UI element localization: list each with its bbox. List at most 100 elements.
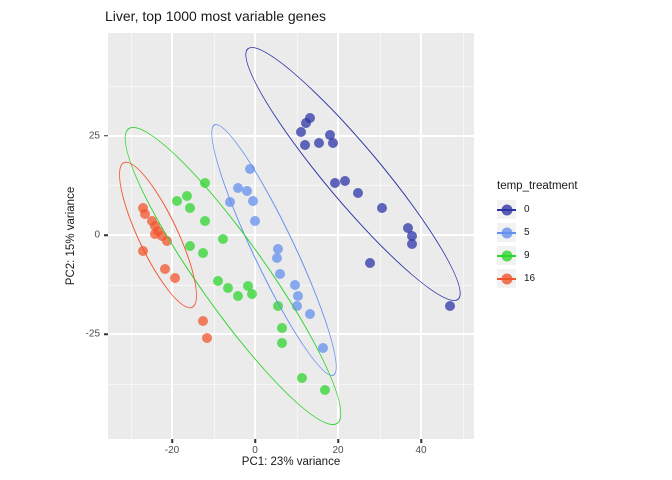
x-tick-label: 40 <box>415 445 427 456</box>
data-point-group-5 <box>273 244 284 255</box>
legend-key-point <box>501 273 512 284</box>
legend-key-swatch <box>497 246 516 265</box>
data-point-group-9 <box>233 291 244 302</box>
legend-key-point <box>501 250 512 261</box>
data-point-group-9 <box>213 276 224 286</box>
data-point-group-5 <box>291 300 302 311</box>
gridline-minor-vertical <box>296 33 298 439</box>
data-point-group-9 <box>171 195 182 206</box>
data-point-group-0 <box>330 178 341 189</box>
data-point-group-16 <box>161 235 172 246</box>
legend-item-9: 9 <box>497 246 578 265</box>
data-point-group-9 <box>200 177 211 188</box>
data-point-group-5 <box>245 163 256 174</box>
data-point-group-0 <box>340 176 351 187</box>
gridline-minor-horizontal <box>108 383 474 385</box>
data-point-group-9 <box>200 216 211 227</box>
data-point-group-9 <box>276 322 287 333</box>
data-point-group-5 <box>289 279 300 290</box>
data-point-group-9 <box>184 241 195 252</box>
y-axis-title: PC2: 15% variance <box>65 186 77 286</box>
x-tick-mark <box>171 439 173 443</box>
data-point-group-9 <box>181 191 192 202</box>
data-point-group-0 <box>328 137 339 148</box>
y-tick-mark <box>104 333 108 335</box>
data-point-group-0 <box>364 258 375 269</box>
data-point-group-0 <box>313 137 324 148</box>
data-point-group-16 <box>169 272 180 283</box>
data-point-group-0 <box>299 139 310 150</box>
legend-key-swatch <box>497 223 516 242</box>
data-point-group-5 <box>271 252 282 263</box>
legend-item-0: 0 <box>497 200 578 219</box>
data-point-group-5 <box>293 291 304 302</box>
gridline-major-horizontal <box>108 134 474 137</box>
data-point-group-9 <box>243 281 254 292</box>
data-point-group-16 <box>159 264 170 275</box>
data-point-group-0 <box>305 113 316 123</box>
data-point-group-0 <box>325 129 336 140</box>
data-point-group-5 <box>248 195 259 206</box>
x-tick-label: 20 <box>332 445 344 456</box>
data-point-group-9 <box>320 384 331 395</box>
gridline-major-vertical <box>254 33 256 439</box>
gridline-minor-vertical <box>130 33 132 439</box>
data-point-group-9 <box>296 372 307 383</box>
legend-item-label: 5 <box>524 227 530 238</box>
x-tick-mark <box>420 439 422 443</box>
x-tick-label: -20 <box>164 445 180 456</box>
legend-key-swatch <box>497 269 516 288</box>
plot-title: Liver, top 1000 most variable genes <box>105 8 327 24</box>
legend-item-label: 9 <box>524 250 530 261</box>
legend-key-point <box>501 204 512 215</box>
data-point-group-16 <box>201 332 212 343</box>
y-tick-label: 25 <box>88 130 100 142</box>
plot-panel <box>108 33 474 439</box>
data-point-group-5 <box>274 269 285 280</box>
x-tick-label: 0 <box>252 445 258 456</box>
gridline-minor-horizontal <box>108 86 474 88</box>
gridline-minor-horizontal <box>108 185 474 187</box>
data-point-group-5 <box>250 216 260 227</box>
data-point-group-0 <box>376 203 387 214</box>
data-point-group-0 <box>300 118 311 129</box>
gridline-major-horizontal <box>108 234 474 236</box>
gridline-major-vertical <box>171 33 173 439</box>
data-point-group-16 <box>149 220 160 231</box>
y-tick-mark <box>104 135 108 137</box>
y-tick-label: -25 <box>85 328 100 340</box>
data-point-group-0 <box>295 126 306 137</box>
data-point-group-0 <box>403 222 414 233</box>
data-point-group-0 <box>406 231 417 242</box>
gridline-minor-vertical <box>379 33 381 439</box>
x-tick-mark <box>254 439 256 443</box>
legend-title: temp_treatment <box>497 180 578 192</box>
data-point-group-16 <box>138 202 149 213</box>
data-point-group-5 <box>225 197 236 208</box>
data-point-group-0 <box>445 300 456 311</box>
gridline-minor-vertical <box>213 33 215 439</box>
data-point-group-16 <box>149 229 160 240</box>
gridline-major-vertical <box>420 33 422 439</box>
y-tick-mark <box>104 234 108 236</box>
x-tick-mark <box>337 439 339 443</box>
data-point-group-5 <box>241 185 252 196</box>
legend-item-16: 16 <box>497 269 578 288</box>
gridline-major-horizontal <box>108 333 474 336</box>
y-tick-label: 0 <box>94 229 100 241</box>
data-point-group-16 <box>198 316 209 327</box>
gridline-minor-vertical <box>462 33 464 439</box>
legend-key-point <box>501 227 512 238</box>
data-point-group-16 <box>156 231 167 242</box>
data-point-group-9 <box>184 202 195 213</box>
data-point-group-5 <box>318 343 329 354</box>
data-point-group-9 <box>273 300 284 311</box>
legend: temp_treatment 0 5 9 16 <box>497 180 578 292</box>
legend-item-label: 0 <box>524 204 530 215</box>
data-point-group-5 <box>305 309 316 320</box>
legend-item-label: 16 <box>524 273 536 284</box>
data-point-group-0 <box>406 239 417 250</box>
legend-key-swatch <box>497 200 516 219</box>
legend-items: 0 5 9 16 <box>497 200 578 288</box>
